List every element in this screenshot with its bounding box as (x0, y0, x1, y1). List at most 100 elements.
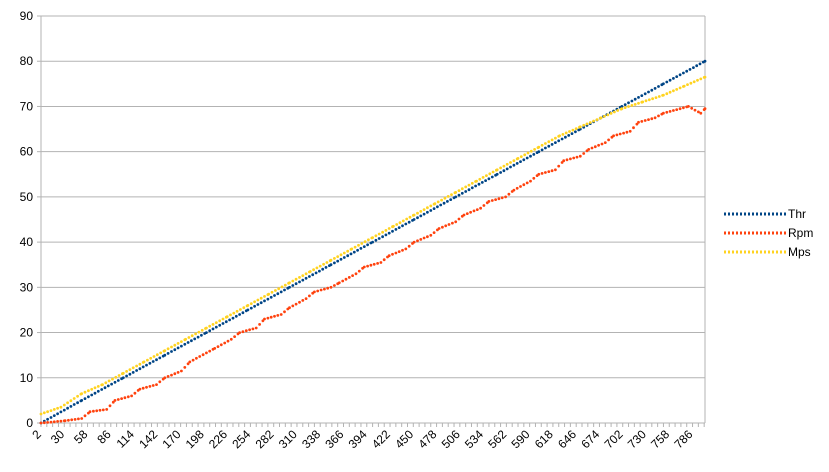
data-point (113, 380, 117, 384)
data-point (568, 130, 571, 133)
data-point (490, 199, 494, 202)
data-point (232, 311, 236, 315)
data-point (249, 306, 253, 310)
x-tick-label: 562 (485, 427, 509, 451)
data-point (148, 361, 152, 365)
data-point (416, 216, 419, 220)
data-point (231, 316, 235, 320)
data-point (333, 257, 336, 260)
data-point (329, 285, 333, 289)
legend-label: Mps (788, 245, 811, 259)
data-point (426, 210, 429, 214)
data-point (600, 142, 604, 146)
data-point (224, 320, 228, 324)
data-point (512, 188, 516, 192)
legend-item-rpm: Rpm (724, 226, 813, 240)
data-point (110, 382, 113, 386)
data-point (407, 244, 411, 248)
data-point (52, 414, 56, 417)
data-point (465, 212, 469, 216)
data-point (609, 112, 613, 115)
data-point (377, 232, 381, 236)
data-point (519, 160, 522, 164)
data-point (263, 295, 266, 298)
data-point (76, 394, 79, 398)
data-point (80, 392, 84, 395)
data-point (208, 329, 212, 333)
data-point (253, 300, 256, 304)
x-tick-label: 282 (253, 427, 277, 451)
data-point (256, 303, 260, 306)
data-point (688, 68, 692, 71)
data-point (395, 223, 399, 226)
x-tick-label: 506 (439, 427, 463, 451)
data-point (565, 158, 569, 162)
data-point (326, 286, 330, 290)
data-point (668, 78, 672, 82)
data-point (505, 167, 509, 171)
data-point (321, 267, 325, 271)
data-point (537, 172, 541, 176)
data-point (447, 223, 451, 226)
data-point (187, 336, 191, 339)
data-point (135, 364, 139, 368)
data-point (408, 215, 412, 219)
data-point (226, 339, 230, 343)
data-point (274, 289, 277, 292)
x-tick-label: 254 (229, 427, 253, 451)
data-point (623, 106, 627, 109)
data-point (507, 192, 511, 196)
data-point (56, 412, 59, 416)
data-point (125, 374, 128, 378)
data-point (672, 77, 675, 80)
data-point (221, 317, 225, 321)
data-point (480, 181, 484, 184)
data-point (283, 288, 286, 292)
data-point (446, 195, 450, 198)
data-point (682, 71, 685, 75)
data-point (457, 189, 461, 193)
series-rpm (39, 105, 707, 425)
data-point (416, 211, 419, 215)
data-point (158, 356, 162, 360)
data-point (672, 109, 675, 112)
data-point (495, 172, 499, 176)
data-point (495, 168, 499, 172)
data-point (692, 66, 695, 69)
data-point (432, 207, 436, 211)
data-point (170, 373, 173, 377)
data-point (283, 310, 286, 314)
data-point (525, 156, 529, 160)
data-point (668, 110, 672, 113)
data-point (46, 410, 49, 414)
data-point (651, 97, 654, 101)
data-point (550, 143, 554, 146)
data-point (391, 252, 394, 256)
data-point (121, 371, 125, 375)
data-point (62, 403, 66, 407)
data-point (570, 132, 574, 136)
data-point (540, 148, 544, 152)
data-point (49, 409, 53, 412)
data-point (540, 172, 544, 175)
data-point (597, 143, 600, 147)
data-point (151, 360, 155, 363)
data-point (620, 105, 624, 108)
data-point (83, 397, 87, 400)
y-tick-label: 80 (20, 54, 34, 68)
data-point (315, 266, 319, 270)
data-point (457, 193, 461, 197)
data-point (155, 353, 159, 357)
data-point (398, 221, 402, 225)
data-point (699, 77, 703, 81)
data-point (429, 233, 433, 237)
data-point (59, 405, 63, 409)
data-point (475, 179, 478, 183)
data-point (699, 111, 703, 115)
data-point (564, 135, 567, 139)
data-point (460, 191, 464, 195)
y-tick-label: 40 (20, 235, 34, 249)
data-point (146, 358, 149, 362)
data-point (574, 130, 577, 134)
